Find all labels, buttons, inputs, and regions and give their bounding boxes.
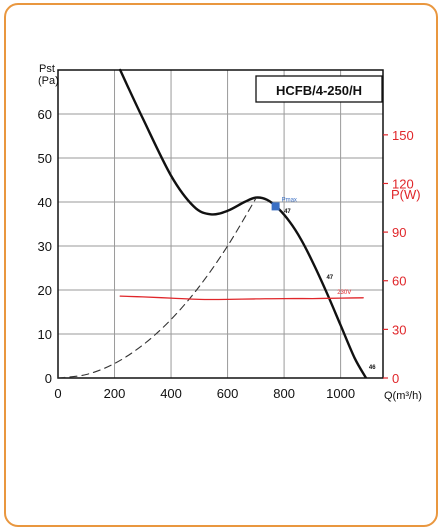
curve-annotation: 46	[369, 365, 376, 371]
x-tick-label: 200	[104, 386, 126, 401]
series-line-1	[58, 197, 257, 378]
x-ticks: 0 200 400 600 800 1000	[54, 386, 355, 401]
pmax-marker	[271, 202, 280, 211]
series-name-label: 230V	[337, 290, 351, 296]
x-tick-label: 0	[54, 386, 61, 401]
y-left-tick-label: 0	[45, 371, 52, 386]
y-left-tick-label: 20	[38, 283, 52, 298]
x-tick-label: 800	[273, 386, 295, 401]
plot-frame	[57, 69, 384, 379]
marker-layer: Pmax	[271, 197, 297, 211]
y-right-tick-label: 90	[392, 225, 406, 240]
y-left-label-unit: (Pa)	[38, 75, 59, 87]
y-left-tick-label: 40	[38, 195, 52, 210]
y-left-tick-label: 50	[38, 151, 52, 166]
annotation-layer: 47 47 46	[284, 209, 376, 371]
y-left-tick-label: 10	[38, 327, 52, 342]
curve-annotation: 47	[326, 275, 333, 281]
chart-title-box: HCFB/4-250/H	[255, 75, 383, 103]
x-tick-label: 400	[160, 386, 182, 401]
series-line-2	[119, 295, 364, 301]
y-left-tick-label: 60	[38, 107, 52, 122]
y-right-tick-label: 30	[392, 322, 406, 337]
curve-annotation: 47	[284, 209, 291, 215]
series-line-0	[119, 68, 368, 378]
x-tick-label: 600	[217, 386, 239, 401]
pmax-label: Pmax	[282, 197, 297, 203]
x-axis-label: Q(m³/h)	[384, 390, 422, 402]
y-left-tick-label: 30	[38, 239, 52, 254]
y-right-tick-label: 60	[392, 274, 406, 289]
y-right-label: P(W)	[391, 187, 421, 202]
x-tick-label: 1000	[326, 386, 355, 401]
y-right-ticks: 0 30 60 90 120 150	[383, 128, 414, 386]
series-layer: 230V	[58, 68, 368, 378]
y-right-tick-label: 120	[392, 176, 414, 191]
y-left-label-symbol: Pst	[39, 63, 55, 75]
y-right-tick-label: 0	[392, 371, 399, 386]
grid	[57, 70, 383, 379]
y-left-ticks: 0 10 20 30 40 50 60	[38, 107, 52, 386]
y-right-tick-label: 150	[392, 128, 414, 143]
chart-title: HCFB/4-250/H	[276, 83, 362, 98]
